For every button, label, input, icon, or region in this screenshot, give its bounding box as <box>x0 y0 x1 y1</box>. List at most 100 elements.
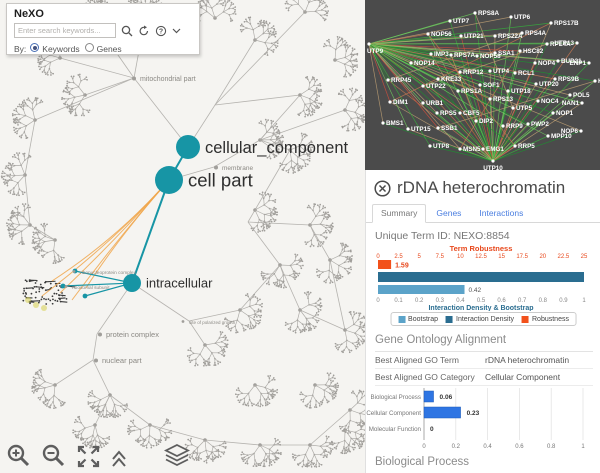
gene-label-noc4[interactable]: NOC4 <box>541 98 559 105</box>
term-node-intracellular[interactable] <box>123 274 141 292</box>
gene-node-hsc82[interactable] <box>518 49 522 53</box>
gene-node-pol5[interactable] <box>568 93 572 97</box>
gene-node-utp13[interactable] <box>575 41 579 45</box>
search-input[interactable] <box>14 23 116 38</box>
gene-label-utp8[interactable]: UTP8 <box>433 143 450 150</box>
gene-node-nop6[interactable] <box>579 129 583 133</box>
gene-label-nop4[interactable]: NOP4 <box>538 60 556 67</box>
gene-label-rps4a[interactable]: RPS4A <box>525 30 546 37</box>
gene-label-rrp9[interactable]: RRP9 <box>506 123 523 130</box>
gene-node-nop56[interactable] <box>426 32 430 36</box>
tab-interactions[interactable]: Interactions <box>479 208 524 218</box>
gene-node-nan1[interactable] <box>580 101 584 105</box>
gene-label-imp3[interactable]: IMP3 <box>434 51 449 58</box>
tab-summary[interactable]: Summary <box>372 204 427 223</box>
gene-node-nop1[interactable] <box>551 111 555 115</box>
tree-label-ribonucleoprotein-complex[interactable]: ribonucleoprotein complex <box>80 270 137 276</box>
tree-label-membrane[interactable]: membrane <box>222 165 253 172</box>
gene-node-rrp9[interactable] <box>501 124 505 128</box>
gene-label-utp18[interactable]: UTP18 <box>511 88 531 95</box>
gene-label-utp21[interactable]: UTP21 <box>464 33 484 40</box>
gene-label-utp20[interactable]: UTP20 <box>539 81 559 88</box>
gene-node-ssb1[interactable] <box>436 126 440 130</box>
term-label-cell-part[interactable]: cell part <box>188 170 253 191</box>
gene-node-utp20[interactable] <box>534 82 538 86</box>
gene-label-nop58[interactable]: NOP58 <box>480 53 501 60</box>
gene-label-mpp10[interactable]: MPP10 <box>551 133 572 140</box>
gene-label-rps17b[interactable]: RPS17B <box>554 20 579 27</box>
gene-label-rcl1[interactable]: RCL1 <box>518 70 535 77</box>
tree-label-nuclear-part[interactable]: nuclear part <box>102 356 143 365</box>
collapse-chevrons-icon[interactable] <box>110 449 128 469</box>
gene-label-utp4[interactable]: UTP4 <box>493 68 510 75</box>
gene-label-msn5[interactable]: MSN5 <box>463 146 481 153</box>
gene-label-rps5[interactable]: RPS5 <box>440 110 457 117</box>
gene-node-bms1[interactable] <box>381 121 385 125</box>
tree-label-protein-complex[interactable]: protein complex <box>106 330 159 339</box>
gene-label-rrp5[interactable]: RRP5 <box>518 143 535 150</box>
term-label-intracellular[interactable]: intracellular <box>146 276 213 291</box>
radio-label-genes[interactable]: Genes <box>96 44 122 54</box>
gene-node-dim1[interactable] <box>388 100 392 104</box>
gene-label-enp1[interactable]: ENP1 <box>570 60 587 67</box>
gene-node-rrp5[interactable] <box>513 144 517 148</box>
gene-node-rps8a[interactable] <box>473 11 477 15</box>
chevron-down-icon[interactable] <box>172 26 181 35</box>
gene-node-cbf5[interactable] <box>458 111 462 115</box>
gene-node-emg1[interactable] <box>481 147 485 151</box>
gene-label-kre33[interactable]: KRE33 <box>441 76 462 83</box>
gene-node-bud21[interactable] <box>556 59 560 63</box>
gene-node-utp10[interactable] <box>491 159 495 163</box>
zoom-in-icon[interactable] <box>6 443 32 469</box>
gene-label-nop6[interactable]: NOP6 <box>561 128 579 135</box>
help-icon[interactable]: ? <box>155 25 167 37</box>
gene-label-emg1[interactable]: EMG1 <box>486 146 504 153</box>
ontology-tree-panel[interactable]: mitochondrial part membrane protein comple… <box>0 0 365 473</box>
tree-label-mitochondrial-part[interactable]: mitochondrial part <box>140 76 196 83</box>
gene-label-hsc82[interactable]: HSC82 <box>523 48 544 55</box>
gene-label-utp13[interactable]: UTP13 <box>554 40 574 47</box>
gene-node-utp18[interactable] <box>506 89 510 93</box>
gene-label-utp9[interactable]: UTP9 <box>367 48 384 55</box>
gene-label-dip2[interactable]: DIP2 <box>479 118 493 125</box>
gene-node-imp3[interactable] <box>429 52 433 56</box>
gene-node-utp22[interactable] <box>421 84 425 88</box>
gene-node-utp6[interactable] <box>509 15 513 19</box>
gene-label-rrp45[interactable]: RRP45 <box>391 77 412 84</box>
gene-node-rrp12[interactable] <box>458 70 462 74</box>
gene-label-rps7a[interactable]: RPS7A <box>454 52 475 59</box>
radio-genes[interactable] <box>84 43 94 52</box>
gene-node-utp9[interactable] <box>367 42 371 46</box>
gene-node-msn5[interactable] <box>458 147 462 151</box>
gene-node-rps22a[interactable] <box>493 34 497 38</box>
gene-label-sof1[interactable]: SOF1 <box>483 82 500 89</box>
gene-node-utp21[interactable] <box>459 34 463 38</box>
tree-label-ribosomal-subunit[interactable]: ribosomal subunit <box>72 285 110 291</box>
gene-node-nop14[interactable] <box>409 61 413 65</box>
gene-node-sof1[interactable] <box>478 83 482 87</box>
radio-keywords[interactable] <box>30 43 40 52</box>
gene-node-utp5[interactable] <box>511 106 515 110</box>
gene-node-rpl4a[interactable] <box>545 42 549 46</box>
tab-genes[interactable]: Genes <box>436 208 462 218</box>
gene-label-cbf5[interactable]: CBF5 <box>463 110 480 117</box>
gene-node-rps1a[interactable] <box>456 89 460 93</box>
gene-label-rpl4a[interactable]: RPL4A <box>550 41 571 48</box>
gene-node-mpp10[interactable] <box>546 134 550 138</box>
gene-node-rps9b[interactable] <box>553 77 557 81</box>
search-icon[interactable] <box>121 25 133 37</box>
gene-label-ssa1[interactable]: SSA1 <box>498 50 515 57</box>
gene-label-bms1[interactable]: BMS1 <box>386 120 404 127</box>
gene-node-rps4a[interactable] <box>520 31 524 35</box>
gene-label-nop14[interactable]: NOP14 <box>414 60 435 67</box>
gene-label-nan1[interactable]: NAN1 <box>562 100 580 107</box>
gene-node-enp1[interactable] <box>587 61 591 65</box>
gene-label-rrp12[interactable]: RRP12 <box>463 69 484 76</box>
gene-node-ssa1[interactable] <box>493 51 497 55</box>
gene-node-krr1[interactable] <box>593 79 597 83</box>
gene-label-rps9b[interactable]: RPS9B <box>558 76 579 83</box>
close-icon[interactable] <box>374 179 391 197</box>
gene-label-urb1[interactable]: URB1 <box>426 100 444 107</box>
gene-node-pwp2[interactable] <box>526 122 530 126</box>
gene-node-nop58[interactable] <box>475 54 479 58</box>
